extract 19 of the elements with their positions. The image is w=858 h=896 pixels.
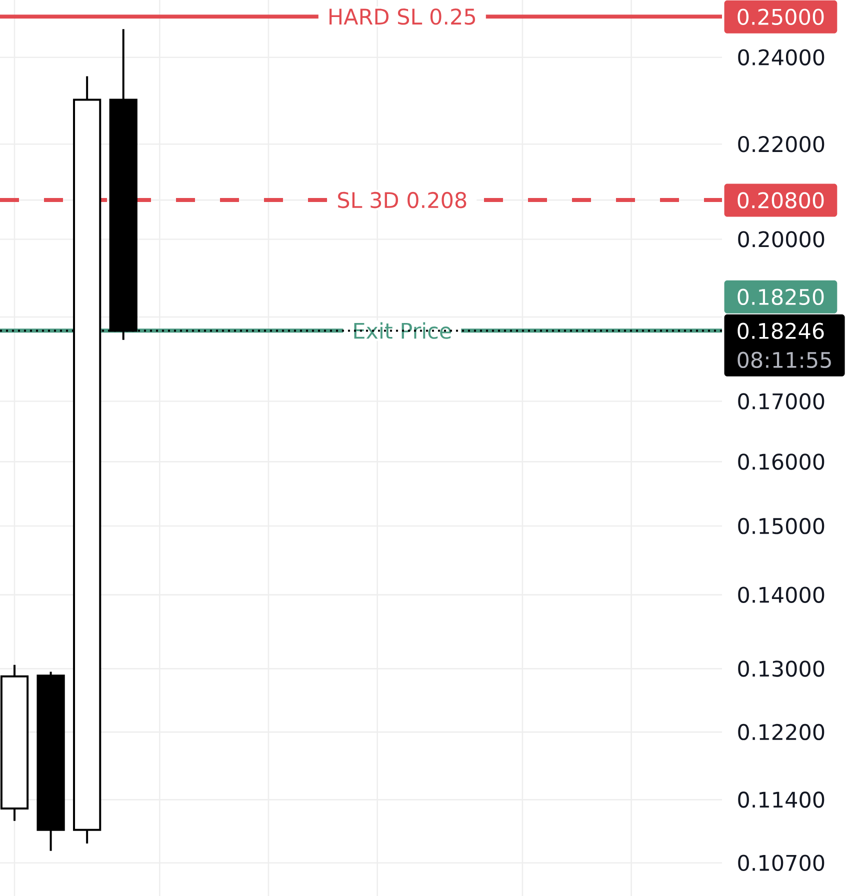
y-tick-label: 0.20800 [738,192,824,208]
y-tick-label: 0.16000 [738,454,824,470]
y-tick-label: 0.24000 [738,49,824,66]
ref-line-label: SL 3D 0.208 [338,192,466,208]
y-tick-label: 0.25000 [738,8,824,26]
text: 0.18250 [738,288,824,306]
y-tick-label: 0.17000 [738,393,824,410]
y-tick-label: 0.11400 [738,792,824,808]
ref-line-label: Exit Price [354,322,452,339]
ref-line-label: HARD SL 0.25 [330,8,476,25]
y-tick-label: 0.15000 [738,518,824,534]
y-tick-label: 0.18246 [738,322,824,340]
y-tick-label: 0.13000 [738,660,824,677]
y-tick-label: 0.14000 [738,586,824,603]
y-tick-label: 0.10700 [738,854,824,872]
y-tick-label: 0.22000 [738,136,824,152]
y-tick-label: 0.12200 [738,724,824,740]
y-tick-label: 0.20000 [738,231,824,248]
text: 08:11:55 [738,352,831,368]
